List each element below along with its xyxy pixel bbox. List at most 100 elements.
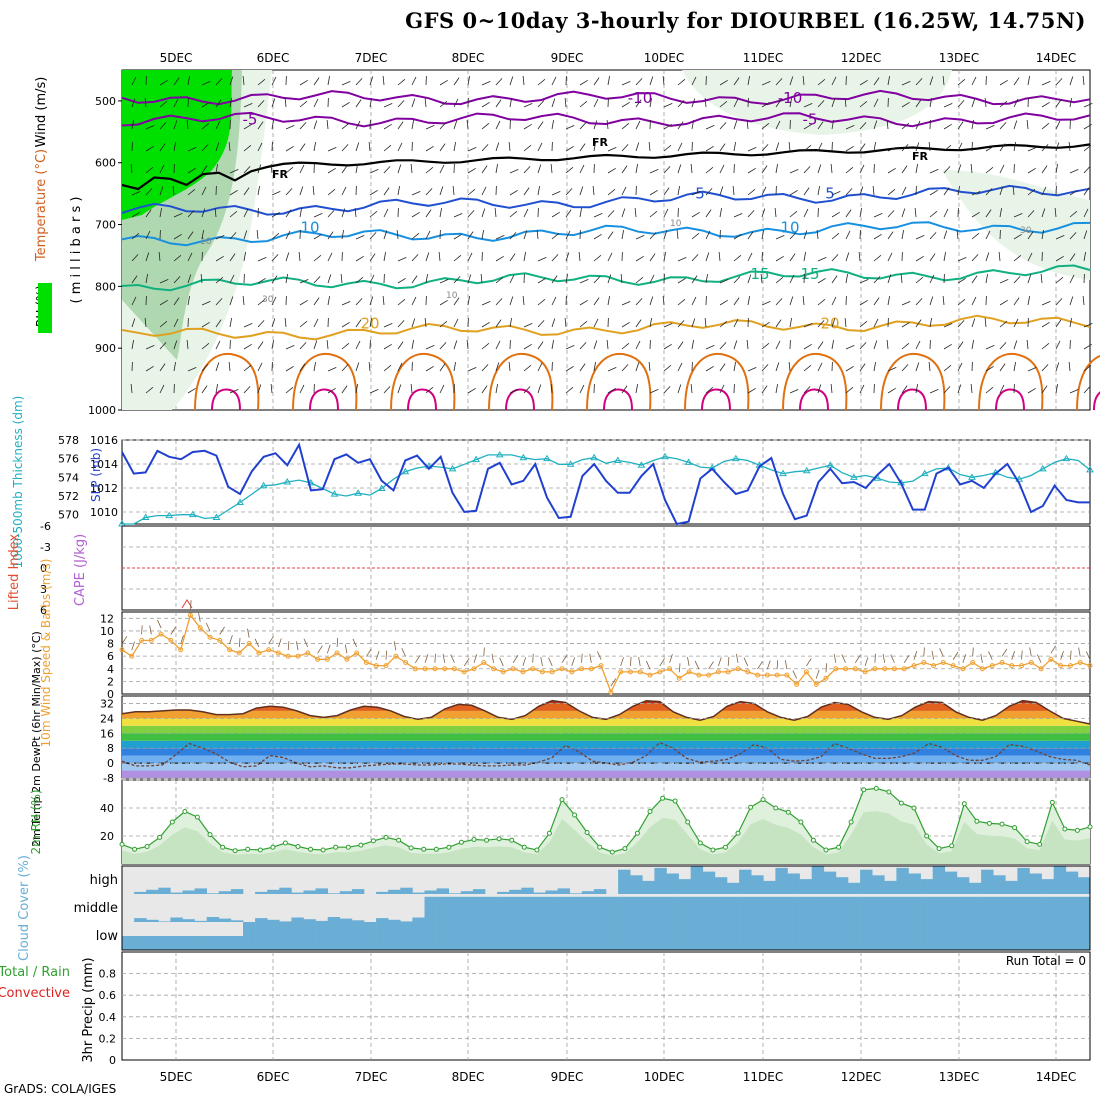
cloud-high-bar <box>896 867 909 894</box>
wind-barb <box>467 188 476 196</box>
wind-speed-marker <box>608 689 614 695</box>
precip-tick-label: 0.6 <box>99 989 117 1002</box>
cloud-low-bar <box>182 936 195 950</box>
wind-barb <box>229 274 235 284</box>
rh-marker <box>182 809 188 814</box>
wind-speed-marker <box>383 663 389 669</box>
wind-barb <box>537 186 540 196</box>
cloud-low-bar <box>412 922 425 950</box>
wind-barb <box>341 186 347 196</box>
wind-barb <box>1027 188 1036 196</box>
wind-barb <box>606 119 609 130</box>
slp-tick-label: 1012 <box>90 482 118 495</box>
thickness-marker <box>1062 454 1071 462</box>
wind-barb <box>285 274 288 284</box>
wind-barb <box>1069 274 1075 284</box>
wind-barb <box>341 122 350 130</box>
cloud-middle-bar <box>303 919 316 922</box>
wind-barb <box>985 386 994 394</box>
temp-band <box>122 700 1090 704</box>
wind-barb <box>677 100 685 108</box>
wind-barb <box>299 342 307 350</box>
wind-barb <box>621 101 630 108</box>
wind-barb <box>565 365 574 372</box>
wind-speed-marker <box>960 666 966 672</box>
cloud-low-bar <box>146 936 159 950</box>
wind-barb <box>649 189 658 196</box>
wind-barb <box>844 317 847 328</box>
wind-barb <box>831 232 840 240</box>
cloud-low-bar <box>908 922 921 950</box>
wind-barb <box>789 169 799 174</box>
wind-speed-marker <box>197 625 203 631</box>
wind-barb-10m <box>1037 654 1042 663</box>
wind-barb <box>299 279 309 284</box>
thickness-marker <box>543 454 551 462</box>
wind-barb <box>579 186 584 196</box>
wind-barb <box>1083 187 1090 196</box>
cloud-middle-bar <box>460 896 474 922</box>
wind-barb <box>873 297 880 306</box>
wind-barb <box>509 274 515 284</box>
wind-speed-marker <box>256 650 262 656</box>
wind-barb <box>411 340 414 350</box>
wind-barb <box>971 120 974 130</box>
wind-barb <box>425 252 430 262</box>
cloud-high-bar <box>545 890 558 894</box>
wind-speed-marker <box>500 669 506 675</box>
wind-speed-marker <box>510 666 516 672</box>
wind-barb-10m <box>825 663 827 673</box>
cloud-middle-bar <box>497 896 510 922</box>
wind-barb <box>1083 103 1093 108</box>
wind-barb <box>593 297 600 306</box>
wind-barb <box>355 120 361 130</box>
wind-barb <box>775 120 781 130</box>
cloud-high-bar <box>170 892 183 894</box>
wind-barb <box>439 79 448 86</box>
cloud-middle-bar <box>291 917 304 922</box>
cloud-low-bar <box>932 922 946 950</box>
wind-barb <box>1055 340 1061 350</box>
wind-barb <box>396 229 399 240</box>
wind-barb <box>425 209 432 218</box>
pressure-tick-label: 600 <box>95 157 116 170</box>
wind-barb <box>215 142 220 152</box>
wind-barb <box>327 296 330 306</box>
wind-barb <box>733 233 742 240</box>
x-tick-label-top: 11DEC <box>743 51 783 65</box>
wind-barb <box>691 275 698 284</box>
temperature-contour-label: 10 <box>780 219 799 237</box>
wind-barb <box>663 187 670 196</box>
wind-barb <box>144 97 147 108</box>
wind-barb <box>593 233 602 240</box>
wind-barb <box>1069 253 1076 262</box>
wind-speed-marker <box>882 666 888 672</box>
cloud-high-bar <box>533 892 546 894</box>
wind-barb <box>592 185 595 196</box>
wind-barb <box>887 76 890 86</box>
thickness-marker <box>141 513 150 520</box>
wind-speed-marker <box>1058 663 1064 669</box>
wind-barb-10m <box>659 658 665 667</box>
wind-barb <box>691 98 696 108</box>
wind-barb <box>956 229 959 240</box>
wind-barb <box>747 296 750 306</box>
cloud-high-bar <box>230 889 244 894</box>
wind-barb <box>550 383 553 394</box>
rh-marker <box>308 846 314 852</box>
wind-barb <box>887 296 890 306</box>
wind-barb <box>285 230 291 240</box>
wind-speed-marker <box>1038 666 1044 672</box>
wind-barb <box>537 78 546 86</box>
wind-barb <box>733 77 740 86</box>
cloud-middle-bar <box>981 896 994 922</box>
rh-marker <box>119 841 125 847</box>
wind-barb-10m <box>522 657 527 667</box>
temp-tick-label: 32 <box>100 697 114 710</box>
wind-barb <box>354 207 357 218</box>
cloud-level-label: high <box>90 873 118 888</box>
wind-barb <box>453 318 459 328</box>
wind-barb <box>705 145 714 152</box>
wind-barb <box>999 122 1007 130</box>
wind-barb <box>579 164 585 174</box>
